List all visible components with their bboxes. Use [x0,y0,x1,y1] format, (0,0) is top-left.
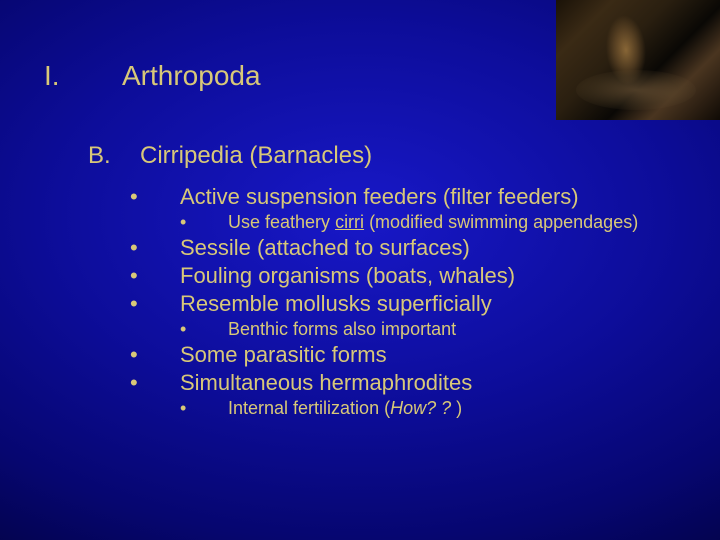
bullet-4: • Resemble mollusks superficially [130,291,700,317]
barnacle-photo [556,0,720,120]
bullet-3: • Fouling organisms (boats, whales) [130,263,700,289]
underlined-term: cirri [335,212,364,232]
heading-level-2: B. Cirripedia (Barnacles) [88,142,372,170]
bullet-text: Use feathery cirri (modified swimming ap… [228,212,638,233]
bullet-text: Fouling organisms (boats, whales) [180,263,515,289]
bullet-6: • Simultaneous hermaphrodites [130,370,700,396]
bullet-6a: • Internal fertilization (How? ? ) [180,398,700,419]
slide: I. Arthropoda B. Cirripedia (Barnacles) … [0,0,720,540]
bullet-2: • Sessile (attached to surfaces) [130,235,700,261]
bullet-dot: • [130,184,180,210]
bullet-dot: • [130,370,180,396]
bullet-1: • Active suspension feeders (filter feed… [130,184,700,210]
text-post: (modified swimming appendages) [364,212,638,232]
heading-level-1: I. Arthropoda [44,60,261,92]
bullet-dot: • [180,212,228,233]
bullet-dot: • [130,263,180,289]
bullet-text: Benthic forms also important [228,319,456,340]
h1-number: I. [44,60,122,92]
bullet-4a: • Benthic forms also important [180,319,700,340]
bullet-text: Internal fertilization (How? ? ) [228,398,462,419]
bullet-dot: • [130,235,180,261]
bullet-dot: • [180,398,228,419]
bullet-1a: • Use feathery cirri (modified swimming … [180,212,700,233]
bullet-content: • Active suspension feeders (filter feed… [130,184,700,421]
bullet-dot: • [130,342,180,368]
italic-term: How? ? [390,398,451,418]
h2-number: B. [88,142,140,170]
text-pre: Use feathery [228,212,335,232]
h2-text: Cirripedia (Barnacles) [140,142,372,170]
bullet-text: Sessile (attached to surfaces) [180,235,470,261]
bullet-5: • Some parasitic forms [130,342,700,368]
text-pre: Internal fertilization ( [228,398,390,418]
bullet-text: Some parasitic forms [180,342,387,368]
bullet-dot: • [180,319,228,340]
bullet-text: Resemble mollusks superficially [180,291,492,317]
bullet-dot: • [130,291,180,317]
bullet-text: Simultaneous hermaphrodites [180,370,472,396]
h1-text: Arthropoda [122,60,261,92]
bullet-text: Active suspension feeders (filter feeder… [180,184,579,210]
text-post: ) [451,398,462,418]
